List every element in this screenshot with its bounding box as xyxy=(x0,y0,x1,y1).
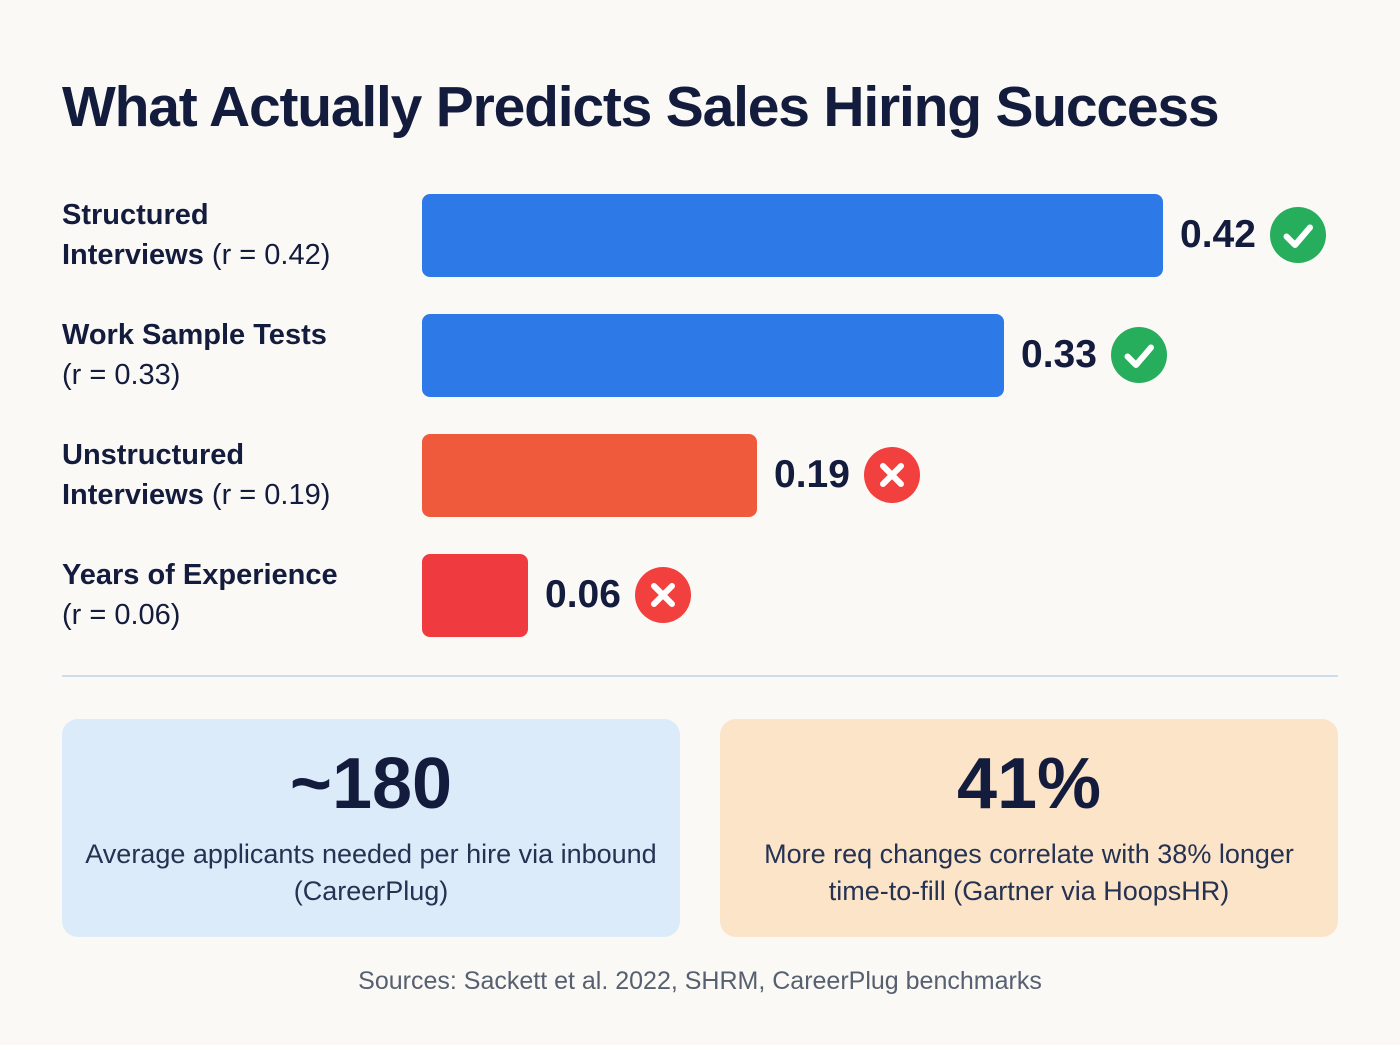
bar-unstructured-interviews xyxy=(422,433,757,517)
row-label-line1: Years of Experience xyxy=(62,559,338,592)
row-label-line2-bold: Interviews xyxy=(62,239,204,272)
row-label-line1: Unstructured xyxy=(62,439,245,472)
chart-row-years-of-experience: Years of Experience (r = 0.06) 0.06 xyxy=(62,553,1338,637)
row-label-r-value: (r = 0.33) xyxy=(62,359,181,392)
x-icon xyxy=(863,447,920,504)
stat-value: ~180 xyxy=(289,743,453,824)
x-icon xyxy=(634,567,691,624)
check-icon xyxy=(1110,327,1167,384)
stat-caption: Average applicants needed per hire via i… xyxy=(85,839,657,906)
bar-years-of-experience xyxy=(422,553,528,637)
check-icon xyxy=(1269,207,1326,264)
stat-caption: More req changes correlate with 38% long… xyxy=(764,839,1294,906)
row-label-line1: Work Sample Tests xyxy=(62,319,327,352)
row-label-r-value: (r = 0.42) xyxy=(211,239,331,272)
correlation-value: 0.42 xyxy=(1180,213,1256,257)
chart-row-unstructured-interviews: Unstructured Interviews (r = 0.19) 0.19 xyxy=(62,433,1338,517)
row-label: Work Sample Tests (r = 0.33) xyxy=(62,315,422,395)
row-label: Structured Interviews (r = 0.42) xyxy=(62,195,422,275)
correlation-value: 0.19 xyxy=(774,453,850,497)
page-title: What Actually Predicts Sales Hiring Succ… xyxy=(62,75,1220,139)
correlation-value: 0.33 xyxy=(1021,333,1097,377)
stat-value: 41% xyxy=(956,743,1102,824)
chart-row-structured-interviews: Structured Interviews (r = 0.42) 0.42 xyxy=(62,193,1338,277)
stat-cards: ~180 Average applicants needed per hire … xyxy=(62,718,1338,937)
row-label-line1: Structured xyxy=(62,199,209,232)
stat-card-req-changes: 41% More req changes correlate with 38% … xyxy=(720,718,1338,937)
row-label: Unstructured Interviews (r = 0.19) xyxy=(62,435,422,515)
chart-row-work-sample-tests: Work Sample Tests (r = 0.33) 0.33 xyxy=(62,313,1338,397)
bar-work-sample-tests xyxy=(422,313,1004,397)
sources-note: Sources: Sackett et al. 2022, SHRM, Care… xyxy=(358,966,1042,995)
row-label-r-value: (r = 0.06) xyxy=(62,599,181,632)
section-divider xyxy=(62,674,1338,677)
row-label-line2-bold: Interviews xyxy=(62,479,204,512)
correlation-value: 0.06 xyxy=(545,573,621,617)
row-label: Years of Experience (r = 0.06) xyxy=(62,555,422,635)
bar-chart: Structured Interviews (r = 0.42) 0.42 Wo… xyxy=(62,193,1338,637)
stat-card-applicants: ~180 Average applicants needed per hire … xyxy=(62,718,680,937)
bar-structured-interviews xyxy=(422,193,1163,277)
row-label-r-value: (r = 0.19) xyxy=(211,479,331,512)
